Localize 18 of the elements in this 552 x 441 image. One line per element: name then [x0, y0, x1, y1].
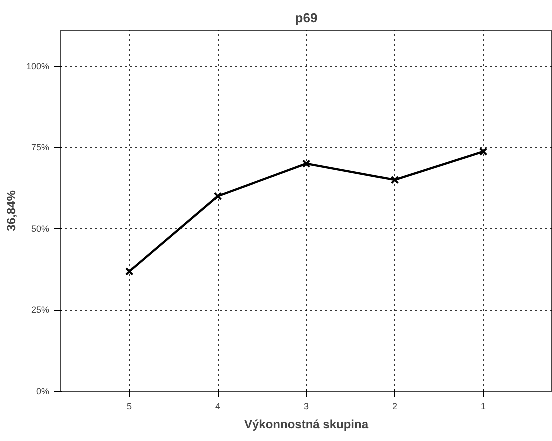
x-tick-label: 2	[392, 402, 398, 412]
y-tick-label: 100%	[26, 61, 50, 72]
y-tick-label: 0%	[36, 386, 50, 396]
x-tick-label: 3	[304, 402, 310, 412]
y-tick-label: 25%	[31, 305, 50, 316]
y-axis-title: 36,84%	[4, 190, 18, 232]
y-tick-label: 50%	[31, 224, 50, 234]
point	[302, 160, 311, 168]
y-tick-label: 75%	[31, 142, 50, 153]
x-tick-label: 5	[127, 402, 132, 412]
point	[125, 268, 134, 276]
point	[214, 192, 222, 201]
x-tick-label: 4	[216, 402, 221, 412]
point	[479, 148, 488, 156]
x-axis-title: Výkonnostná skupina	[244, 418, 369, 432]
point	[390, 176, 400, 184]
x-tick-label: 1	[480, 402, 486, 412]
chart-title: p69	[295, 10, 318, 26]
